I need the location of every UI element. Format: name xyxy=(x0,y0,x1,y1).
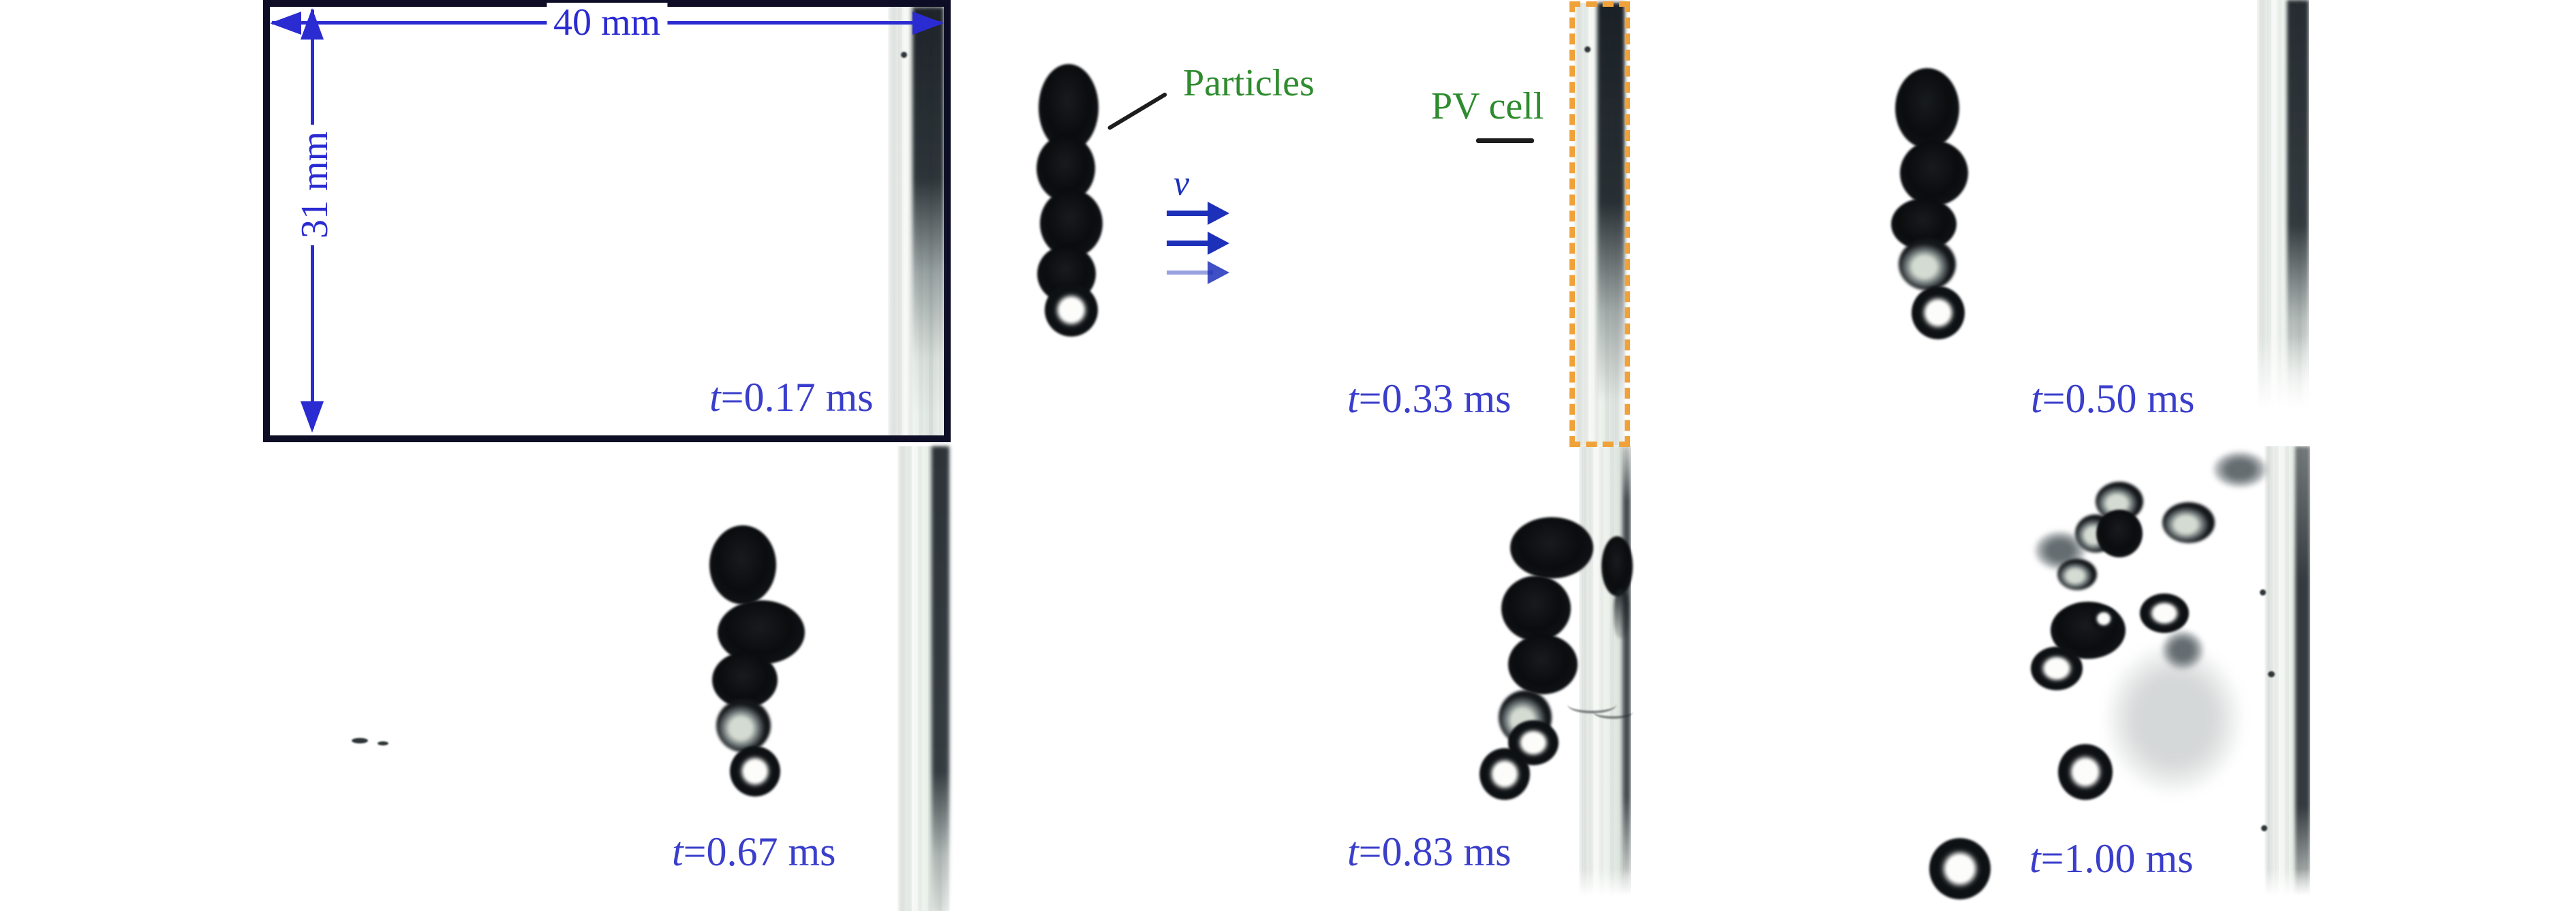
particle-solid xyxy=(712,652,778,708)
arrow-left-icon xyxy=(270,12,301,35)
timestamp-label: t=0.17 ms xyxy=(709,375,874,420)
frame-t0-17: 40 mm 31 mm t=0.17 ms xyxy=(263,0,951,442)
timestamp-label: t=0.50 ms xyxy=(2031,376,2195,421)
particle-speck xyxy=(378,741,388,745)
particle-darkstrip xyxy=(1614,589,1629,638)
pv-cell-label: PV cell xyxy=(1431,85,1544,127)
pv-cell-shadow xyxy=(2295,446,2310,896)
arrow-right-icon xyxy=(913,12,944,35)
particle-ring xyxy=(2140,593,2189,633)
particle-haze xyxy=(2106,644,2242,794)
particle-speck xyxy=(2261,825,2267,831)
pv-cell-shadow xyxy=(932,446,949,911)
particle-ring xyxy=(1045,283,1098,337)
pv-cell-shadow xyxy=(913,7,944,435)
arrow-up-icon xyxy=(301,8,324,40)
frame-t0-50: t=0.50 ms xyxy=(1636,0,2310,450)
pv-cell-shadow xyxy=(2287,0,2309,409)
particle-solid xyxy=(1601,536,1633,596)
particle-glossy xyxy=(2057,559,2097,590)
pv-cell-highlight-box xyxy=(1569,1,1630,447)
particle-speck xyxy=(2268,671,2275,677)
frame-t0-33: Particles PV cell v t=0.33 ms xyxy=(954,0,1632,450)
particle-speck xyxy=(2260,589,2266,596)
velocity-arrow-icon xyxy=(1167,202,1229,225)
particles-layer xyxy=(1636,446,2310,911)
pv-cell-streak xyxy=(2257,0,2309,409)
particle-solid xyxy=(1508,634,1578,694)
particles-layer xyxy=(263,446,951,911)
particle-solid xyxy=(1900,140,1968,206)
particle-ring xyxy=(1929,838,1991,899)
frame-t0-83: t=0.83 ms xyxy=(954,446,1633,911)
particle-solid xyxy=(1501,576,1571,641)
particle-scratch xyxy=(1567,696,1616,713)
pv-cell-streak xyxy=(888,7,944,435)
particles-layer xyxy=(954,0,1632,450)
particle-glossy xyxy=(716,699,771,752)
particles-layer xyxy=(270,7,944,435)
particle-ring xyxy=(1912,286,1965,339)
particle-ring xyxy=(1479,748,1530,800)
particle-ring xyxy=(2091,606,2117,631)
pv-cell-shadow xyxy=(1597,3,1625,446)
particle-ring xyxy=(730,746,780,797)
particle-scratch xyxy=(1593,705,1633,719)
timestamp-label: t=0.67 ms xyxy=(672,829,836,874)
arrow-down-icon xyxy=(301,401,324,433)
timestamp-label: t=0.83 ms xyxy=(1347,829,1512,874)
height-dimension-label: 31 mm xyxy=(294,124,336,245)
particle-speck xyxy=(352,738,368,743)
pv-cell-streak xyxy=(1574,3,1625,446)
particle-solid xyxy=(2096,510,2143,557)
frame-t0-67: t=0.67 ms xyxy=(263,446,951,911)
width-dimension-label: 40 mm xyxy=(546,3,668,43)
pv-cell-streak xyxy=(898,446,949,911)
pv-cell-pointer-line xyxy=(1476,138,1534,143)
timestamp-label: t=1.00 ms xyxy=(2029,836,2194,881)
timestamp-label: t=0.33 ms xyxy=(1347,376,1512,421)
particle-faded xyxy=(2213,452,2267,487)
frame-t1-00: t=1.00 ms xyxy=(1636,446,2310,911)
particles-layer xyxy=(1636,0,2310,450)
pv-cell-streak xyxy=(1579,446,1631,896)
particle-solid xyxy=(709,525,776,604)
particle-faded xyxy=(2162,631,2203,669)
velocity-arrow-icon xyxy=(1167,232,1229,255)
particle-speck xyxy=(1584,46,1591,52)
particles-layer xyxy=(954,446,1633,911)
particle-speck xyxy=(901,52,907,58)
velocity-label: v xyxy=(1174,164,1190,203)
particle-ring xyxy=(2031,647,2083,690)
particle-solid xyxy=(1895,68,1959,149)
particle-ring xyxy=(2058,744,2113,800)
particles-label: Particles xyxy=(1183,62,1315,104)
particle-glossy xyxy=(2162,502,2215,543)
particle-glossy xyxy=(1899,238,1956,290)
particle-solid xyxy=(1510,517,1593,578)
velocity-arrow-icon xyxy=(1167,261,1229,284)
